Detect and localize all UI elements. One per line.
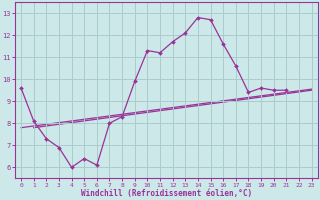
X-axis label: Windchill (Refroidissement éolien,°C): Windchill (Refroidissement éolien,°C) (81, 189, 252, 198)
